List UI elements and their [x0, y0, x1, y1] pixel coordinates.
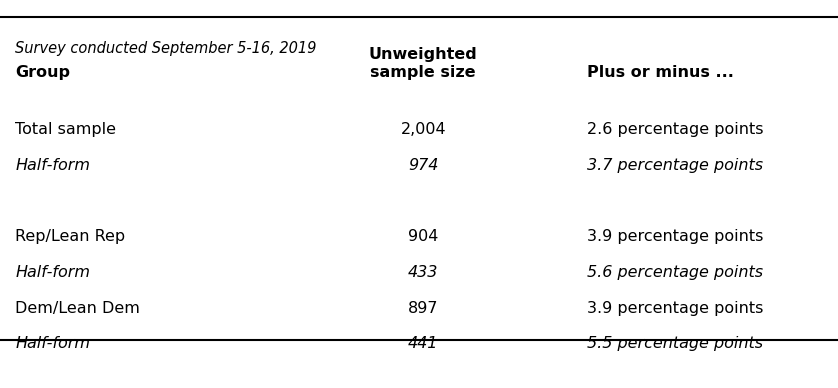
Text: 433: 433 — [408, 265, 438, 280]
Text: 2.6 percentage points: 2.6 percentage points — [587, 122, 763, 137]
Text: 5.6 percentage points: 5.6 percentage points — [587, 265, 763, 280]
Text: Survey conducted September 5-16, 2019: Survey conducted September 5-16, 2019 — [15, 41, 317, 56]
Text: 5.5 percentage points: 5.5 percentage points — [587, 336, 763, 352]
Text: Plus or minus ...: Plus or minus ... — [587, 64, 733, 80]
Text: 3.9 percentage points: 3.9 percentage points — [587, 229, 763, 244]
Text: Half-form: Half-form — [15, 265, 90, 280]
Text: Total sample: Total sample — [15, 122, 116, 137]
Text: 441: 441 — [408, 336, 438, 352]
Text: 3.9 percentage points: 3.9 percentage points — [587, 301, 763, 316]
Text: Unweighted
sample size: Unweighted sample size — [369, 47, 478, 80]
Text: 897: 897 — [408, 301, 438, 316]
Text: Half-form: Half-form — [15, 158, 90, 173]
Text: Rep/Lean Rep: Rep/Lean Rep — [15, 229, 125, 244]
Text: Group: Group — [15, 64, 70, 80]
Text: 904: 904 — [408, 229, 438, 244]
Text: 2,004: 2,004 — [401, 122, 446, 137]
Text: 3.7 percentage points: 3.7 percentage points — [587, 158, 763, 173]
Text: Dem/Lean Dem: Dem/Lean Dem — [15, 301, 140, 316]
Text: 974: 974 — [408, 158, 438, 173]
Text: Half-form: Half-form — [15, 336, 90, 352]
